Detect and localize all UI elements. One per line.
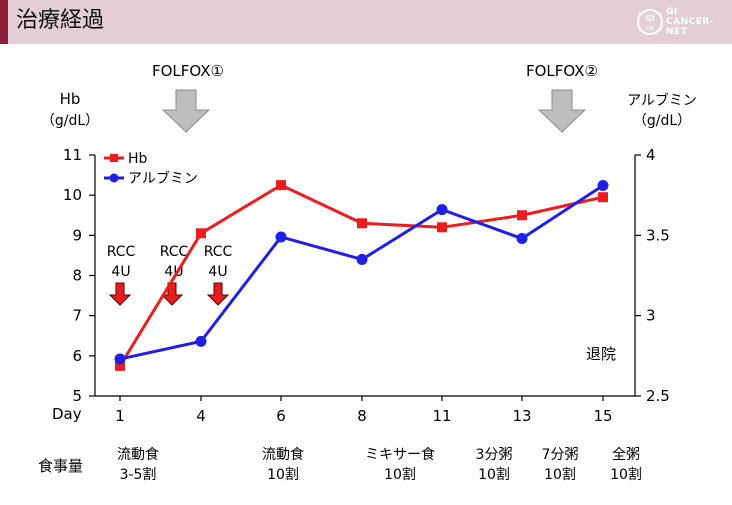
- folfox2-arrow-icon: [537, 89, 587, 133]
- diet-item-1: 流動食 3-5割: [117, 447, 159, 483]
- header-accent: [0, 0, 8, 44]
- logo-emblem-icon: GI CN: [637, 9, 663, 35]
- right-y-tick-label: 4: [646, 146, 656, 164]
- page-title: 治療経過: [16, 8, 105, 33]
- rcc-arrow-icon: [160, 282, 184, 306]
- hb-data-point: [517, 210, 527, 221]
- rcc-arrow-icon: [206, 282, 230, 306]
- albumin-data-point: [597, 180, 609, 192]
- rcc-label-1: RCC 4U: [106, 244, 136, 280]
- legend-hb-label: Hb: [128, 151, 148, 167]
- left-y-tick-label: 6: [72, 347, 82, 365]
- right-y-tick-label: 2.5: [646, 387, 670, 405]
- albumin-series-line: [119, 184, 604, 361]
- hb-data-point: [276, 180, 286, 191]
- albumin-data-point: [275, 231, 287, 243]
- legend-albumin-label: アルブミン: [128, 170, 198, 187]
- logo-line-2: CANCER-: [666, 17, 715, 27]
- right-y-tick-label: 3: [646, 307, 656, 325]
- albumin-data-point: [516, 233, 528, 245]
- left-y-tick-label: 11: [63, 146, 82, 164]
- x-tick-label: 8: [357, 407, 367, 425]
- hb-data-point: [437, 222, 447, 233]
- logo-wordmark: GI CANCER- NET: [666, 7, 714, 37]
- diet-item-6: 全粥 10割: [610, 447, 642, 483]
- left-y-tick-label: 5: [72, 387, 82, 405]
- right-y-tick-label: 3.5: [646, 226, 670, 244]
- left-axis-label-line2: （g/dL）: [40, 113, 100, 129]
- legend-hb-marker: [110, 154, 118, 162]
- hb-data-point: [115, 360, 125, 371]
- rcc-label-3: RCC 4U: [203, 244, 233, 280]
- x-tick-label: 4: [196, 407, 206, 425]
- gi-cancer-net-logo: GI CN GI CANCER- NET: [636, 7, 726, 39]
- x-tick-label: 13: [512, 407, 531, 425]
- diet-item-2: 流動食 10割: [262, 447, 304, 483]
- svg-text:CN: CN: [646, 25, 655, 32]
- x-tick-label: 11: [432, 407, 451, 425]
- x-tick-label: 15: [593, 407, 612, 425]
- left-y-tick-label: 10: [63, 186, 82, 204]
- right-axis-label-line1: アルブミン: [627, 93, 697, 109]
- folfox2-label: FOLFOX②: [526, 62, 598, 80]
- hb-data-point: [357, 218, 367, 229]
- chart-legend: Hb アルブミン: [104, 151, 198, 187]
- left-y-tick-label: 7: [72, 307, 82, 325]
- left-y-tick-label: 9: [72, 226, 82, 244]
- logo-line-1: GI: [666, 7, 678, 17]
- albumin-data-point: [114, 353, 126, 365]
- header-bar: [0, 0, 732, 44]
- discharge-label: 退院: [586, 345, 617, 363]
- rcc-arrow-icon: [108, 282, 132, 306]
- hb-series-line: [118, 183, 604, 367]
- albumin-data-point: [195, 335, 207, 347]
- left-y-tick-label: 8: [72, 267, 82, 285]
- x-tick-label: 1: [115, 407, 125, 425]
- x-tick-label: 6: [276, 407, 286, 425]
- diet-row-label: 食事量: [38, 457, 84, 475]
- albumin-data-point: [356, 253, 368, 265]
- diet-item-4: 3分粥 10割: [475, 447, 513, 483]
- hb-data-point: [598, 192, 608, 203]
- diet-item-5: 7分粥 10割: [541, 447, 579, 483]
- albumin-data-point: [436, 204, 448, 216]
- legend-albumin-marker: [109, 173, 119, 183]
- x-axis-title: Day: [52, 405, 82, 423]
- left-axis-label-line1: Hb: [59, 90, 81, 108]
- diet-item-3: ミキサー食 10割: [365, 447, 435, 483]
- folfox1-arrow-icon: [161, 89, 211, 133]
- svg-text:GI: GI: [645, 14, 655, 23]
- logo-line-3: NET: [666, 27, 688, 37]
- folfox1-label: FOLFOX①: [152, 62, 224, 80]
- hb-data-point: [196, 228, 206, 239]
- right-axis-label-line2: （g/dL）: [632, 113, 692, 129]
